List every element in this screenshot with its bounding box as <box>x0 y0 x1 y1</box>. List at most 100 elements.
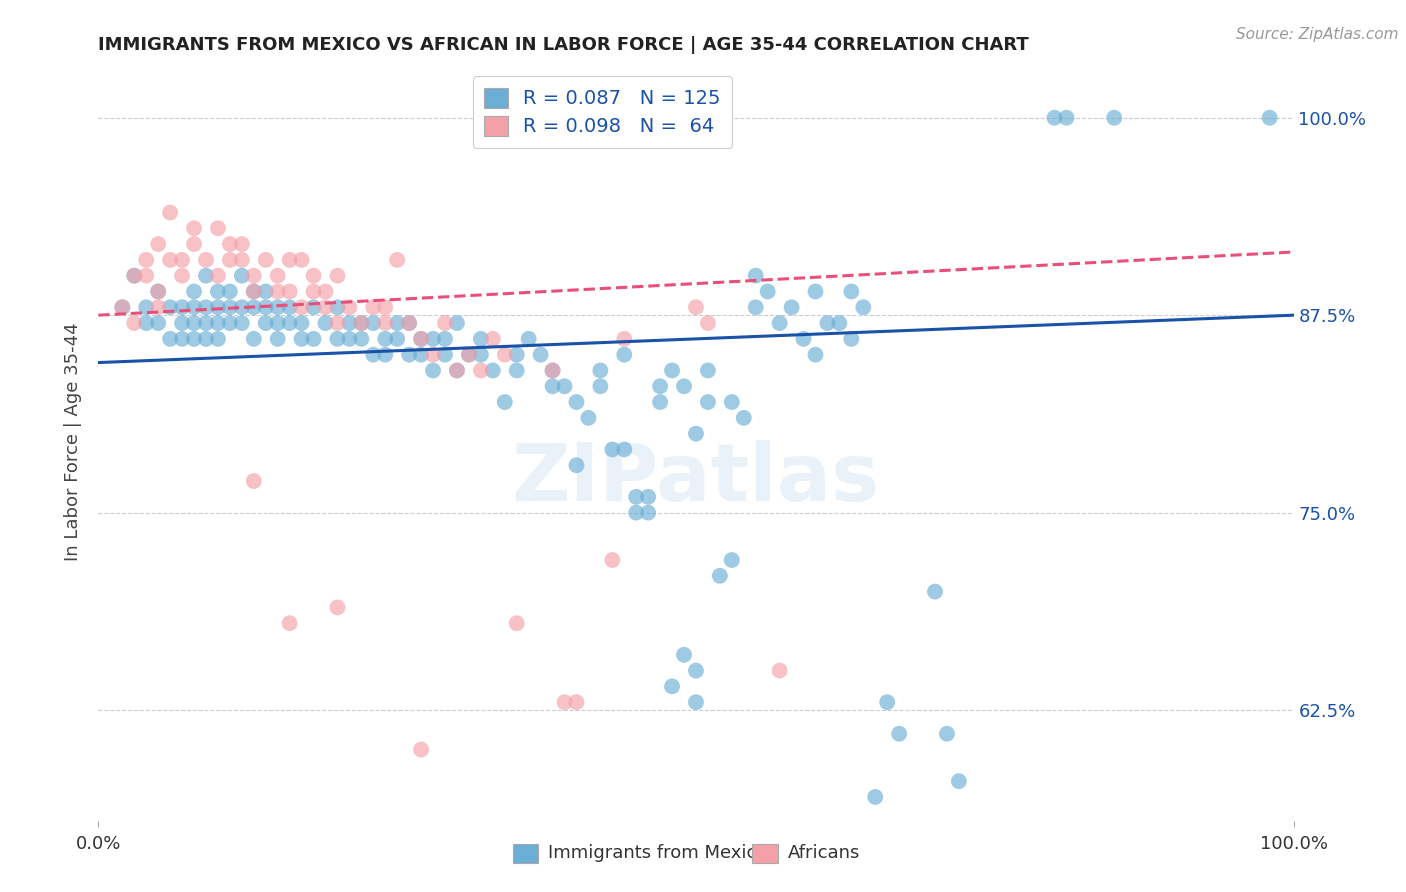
Point <box>278 316 301 330</box>
Point <box>661 679 683 693</box>
Point <box>326 268 349 283</box>
Point <box>626 506 648 520</box>
Point <box>339 316 361 330</box>
Point <box>841 285 863 299</box>
Point <box>865 789 887 804</box>
Point <box>411 742 433 756</box>
Point <box>697 363 720 377</box>
Point <box>363 316 385 330</box>
Point <box>159 205 181 219</box>
Point <box>219 237 242 252</box>
Point <box>326 332 349 346</box>
Point <box>350 332 373 346</box>
Point <box>697 316 720 330</box>
Point <box>804 348 827 362</box>
Point <box>219 316 242 330</box>
Point <box>302 268 325 283</box>
Point <box>637 490 659 504</box>
Point <box>470 348 492 362</box>
Point <box>339 332 361 346</box>
Point <box>148 285 170 299</box>
Point <box>195 252 218 267</box>
Point <box>374 332 396 346</box>
Point <box>148 300 170 314</box>
Point <box>446 316 468 330</box>
Point <box>458 348 481 362</box>
Point <box>254 252 277 267</box>
Legend: R = 0.087   N = 125, R = 0.098   N =  64: R = 0.087 N = 125, R = 0.098 N = 64 <box>472 76 733 148</box>
Point <box>1043 111 1066 125</box>
Point <box>135 252 157 267</box>
Point <box>481 332 505 346</box>
Point <box>219 285 242 299</box>
Point <box>267 300 290 314</box>
Point <box>411 332 433 346</box>
Point <box>1258 111 1281 125</box>
Point <box>565 395 588 409</box>
Point <box>434 316 457 330</box>
Point <box>685 426 707 441</box>
Point <box>876 695 898 709</box>
Point <box>111 300 134 314</box>
Point <box>183 237 205 252</box>
Point <box>756 285 779 299</box>
Point <box>231 237 253 252</box>
Point <box>243 268 266 283</box>
Point <box>315 316 337 330</box>
Point <box>254 300 277 314</box>
Point <box>267 268 290 283</box>
Point <box>648 395 672 409</box>
Point <box>685 695 707 709</box>
Point <box>398 348 420 362</box>
Point <box>697 395 720 409</box>
Text: IMMIGRANTS FROM MEXICO VS AFRICAN IN LABOR FORCE | AGE 35-44 CORRELATION CHART: IMMIGRANTS FROM MEXICO VS AFRICAN IN LAB… <box>98 36 1029 54</box>
Point <box>207 221 229 235</box>
Point <box>613 332 636 346</box>
Point <box>446 363 468 377</box>
Point <box>243 300 266 314</box>
Point <box>780 300 803 314</box>
Point <box>135 300 157 314</box>
Point <box>1104 111 1126 125</box>
Point <box>506 363 529 377</box>
Point <box>613 348 636 362</box>
Point <box>148 237 170 252</box>
Point <box>506 348 529 362</box>
Point <box>470 332 492 346</box>
Point <box>733 410 755 425</box>
Text: ZIPatlas: ZIPatlas <box>512 441 880 518</box>
Point <box>350 316 373 330</box>
Point <box>172 268 194 283</box>
Point <box>541 363 564 377</box>
Point <box>207 268 229 283</box>
Point <box>434 348 457 362</box>
Point <box>889 727 911 741</box>
Point <box>434 332 457 346</box>
Y-axis label: In Labor Force | Age 35-44: In Labor Force | Age 35-44 <box>65 322 83 561</box>
Point <box>685 300 707 314</box>
Point <box>183 316 205 330</box>
Point <box>315 300 337 314</box>
Point <box>815 316 838 330</box>
Point <box>589 379 612 393</box>
Point <box>302 300 325 314</box>
Point <box>1056 111 1078 125</box>
Point <box>374 348 396 362</box>
Point <box>302 332 325 346</box>
Point <box>278 285 301 299</box>
Point <box>768 664 790 678</box>
Point <box>135 316 157 330</box>
Point <box>411 348 433 362</box>
Point <box>148 316 170 330</box>
Point <box>243 332 266 346</box>
Point <box>374 300 396 314</box>
Point <box>374 316 396 330</box>
Point <box>517 332 540 346</box>
Point <box>159 332 181 346</box>
Point <box>195 300 218 314</box>
Point <box>254 316 277 330</box>
Point <box>626 490 648 504</box>
Point <box>924 584 946 599</box>
Point <box>183 221 205 235</box>
Point <box>936 727 959 741</box>
